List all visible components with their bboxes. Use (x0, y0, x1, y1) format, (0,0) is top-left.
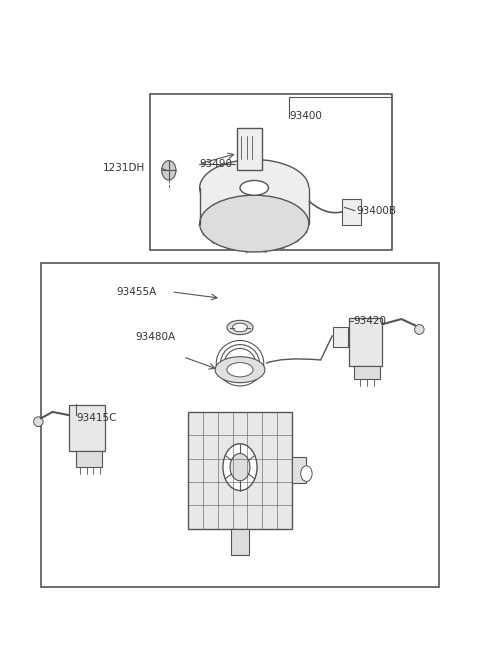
Circle shape (162, 160, 176, 180)
Ellipse shape (227, 363, 253, 377)
Bar (69, 405, 105, 451)
Bar (150, 94, 392, 250)
Text: 93455A: 93455A (117, 287, 157, 297)
Ellipse shape (223, 443, 257, 491)
Circle shape (301, 466, 312, 481)
Ellipse shape (215, 357, 265, 383)
Ellipse shape (230, 453, 250, 481)
Bar (342, 199, 361, 225)
Bar (231, 529, 249, 555)
Text: 93400B: 93400B (356, 206, 396, 215)
Bar (349, 318, 383, 366)
Ellipse shape (240, 181, 268, 195)
Ellipse shape (200, 195, 309, 252)
Bar (354, 366, 380, 379)
Text: 93490: 93490 (200, 159, 233, 169)
Ellipse shape (34, 417, 43, 426)
Text: 93415C: 93415C (76, 413, 117, 423)
FancyBboxPatch shape (237, 128, 262, 170)
Bar (41, 263, 439, 588)
Ellipse shape (232, 324, 248, 331)
Text: 93480A: 93480A (136, 332, 176, 343)
Ellipse shape (415, 325, 424, 334)
Bar (292, 457, 306, 483)
Bar (333, 328, 348, 347)
Bar (200, 188, 309, 223)
Text: 93400: 93400 (290, 111, 323, 121)
Ellipse shape (227, 320, 253, 335)
Text: 1231DH: 1231DH (102, 163, 144, 174)
Text: 93420: 93420 (354, 316, 387, 326)
Bar (76, 451, 102, 467)
Bar (188, 412, 292, 529)
Ellipse shape (200, 159, 309, 216)
